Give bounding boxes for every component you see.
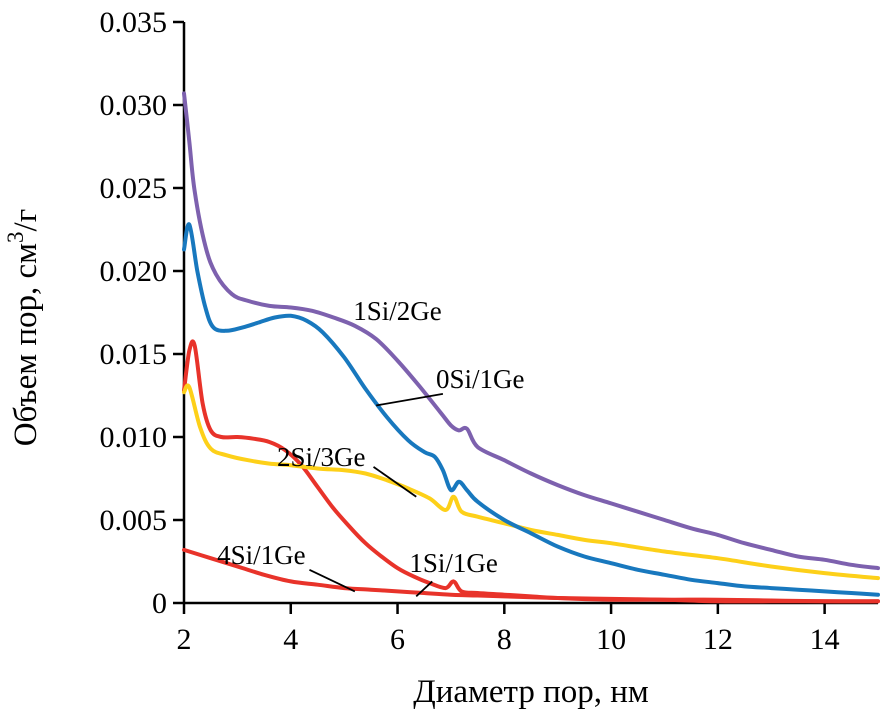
y-tick-label: 0 [152,587,167,620]
x-tick-label: 8 [497,623,512,656]
series-label-1si-1ge: 1Si/1Ge [409,548,498,578]
series-curve-0si-1ge [182,222,880,597]
series-curve-1si-2ge [182,91,880,571]
annotation-leader-2si-3ge [372,466,417,498]
x-tick-label: 10 [596,623,626,656]
y-tick-label: 0.035 [100,6,168,39]
y-tick-label: 0.025 [100,172,168,205]
series-label-2si-3ge: 2Si/3Ge [277,442,366,472]
x-tick-label: 14 [810,623,840,656]
y-tick-label: 0.005 [100,504,168,537]
x-tick-label: 4 [283,623,298,656]
series-label-0si-1ge: 0Si/1Ge [436,364,525,394]
x-tick-label: 12 [703,623,733,656]
annotation-leader-1si-1ge [415,580,433,598]
y-tick-label: 0.015 [100,338,168,371]
y-axis-title: Объем пор, см3/г [3,209,44,447]
x-axis-title: Диаметр пор, нм [413,674,649,710]
series-label-4si-1ge: 4Si/1Ge [217,540,306,570]
x-tick-label: 2 [177,623,192,656]
annotation-leader-0si-1ge [376,392,444,407]
series-label-1si-2ge: 1Si/2Ge [353,296,442,326]
y-tick-label: 0.030 [100,89,168,122]
x-tick-label: 6 [390,623,405,656]
series-curve-1si-1ge [182,339,880,604]
series-curve-2si-3ge [182,383,880,581]
annotation-leader-4si-1ge [309,568,356,593]
y-tick-label: 0.010 [100,421,168,454]
y-tick-label: 0.020 [100,255,168,288]
